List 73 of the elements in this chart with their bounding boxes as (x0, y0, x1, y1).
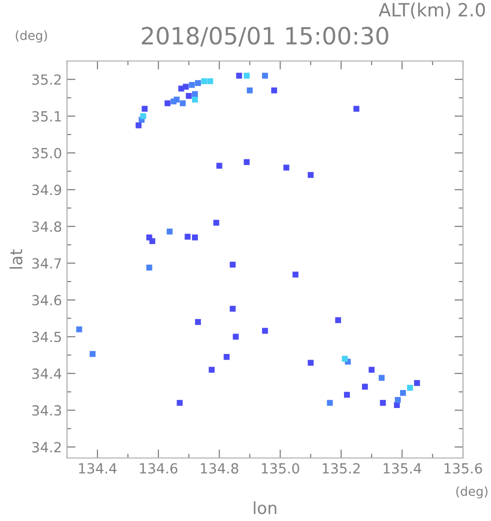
point (368, 366, 375, 373)
point (230, 262, 236, 268)
point (176, 400, 183, 406)
y-tick-label: 35.0 (32, 148, 62, 158)
point (244, 159, 250, 166)
y-tick-label: 34.7 (32, 258, 61, 269)
point (232, 334, 239, 340)
point (344, 392, 350, 398)
y-tick-label: 34.8 (32, 221, 62, 232)
x-tick-label: 134.6 (140, 463, 178, 474)
point (283, 164, 290, 171)
point (164, 100, 170, 106)
x-tick-label: 135.6 (444, 463, 482, 474)
y-tick-label: 34.5 (32, 332, 61, 342)
text: (deg) (456, 486, 488, 498)
point (414, 380, 420, 386)
point (380, 400, 386, 406)
x-tick-label: 135.4 (384, 463, 422, 474)
point (146, 264, 152, 271)
point (184, 234, 191, 240)
text: (deg) (16, 30, 47, 43)
point (76, 326, 82, 332)
y-tick-label: 34.9 (32, 184, 62, 196)
point (192, 91, 198, 98)
point (192, 234, 198, 240)
point (353, 106, 360, 112)
point (90, 351, 96, 357)
point (246, 87, 253, 94)
y-tick-label: 34.3 (32, 405, 62, 416)
point (224, 354, 230, 360)
point (140, 113, 146, 120)
point (378, 374, 385, 381)
point (335, 317, 342, 324)
point (236, 72, 242, 79)
y-tick-label: 34.6 (32, 294, 62, 306)
x-tick-label: 134.8 (200, 463, 238, 474)
point (208, 366, 215, 373)
point (394, 396, 401, 403)
y-tick-label: 35.1 (32, 111, 61, 122)
point (201, 78, 208, 84)
point (262, 72, 268, 79)
point (308, 360, 314, 366)
point (149, 238, 156, 244)
point (195, 80, 201, 86)
point (400, 390, 406, 396)
y-axis-title: lat (10, 249, 22, 269)
point (308, 172, 314, 178)
point (136, 122, 142, 128)
point (195, 319, 201, 325)
point (142, 106, 148, 112)
y-tick-label: 35.2 (32, 74, 61, 85)
point (362, 384, 368, 390)
point (192, 96, 198, 103)
point (174, 96, 180, 103)
point (292, 272, 298, 278)
chart-title: 2018/05/01 15:00:30 (142, 26, 388, 47)
point (342, 356, 348, 362)
point (326, 400, 333, 406)
point (271, 87, 278, 94)
x-tick-label: 135.2 (322, 463, 360, 474)
point (166, 228, 173, 235)
point (407, 384, 413, 391)
x-axis-title: lon (254, 501, 276, 514)
point (186, 92, 192, 99)
point (262, 328, 268, 334)
point (216, 162, 222, 169)
x-tick-label: 135.0 (262, 463, 300, 474)
y-tick-label: 34.2 (32, 442, 61, 452)
x-tick-label: 134.4 (79, 463, 117, 474)
text: ALT(km) 2.0 (378, 2, 485, 19)
point (188, 82, 195, 88)
point (207, 78, 214, 84)
y-tick-label: 34.4 (32, 368, 62, 379)
